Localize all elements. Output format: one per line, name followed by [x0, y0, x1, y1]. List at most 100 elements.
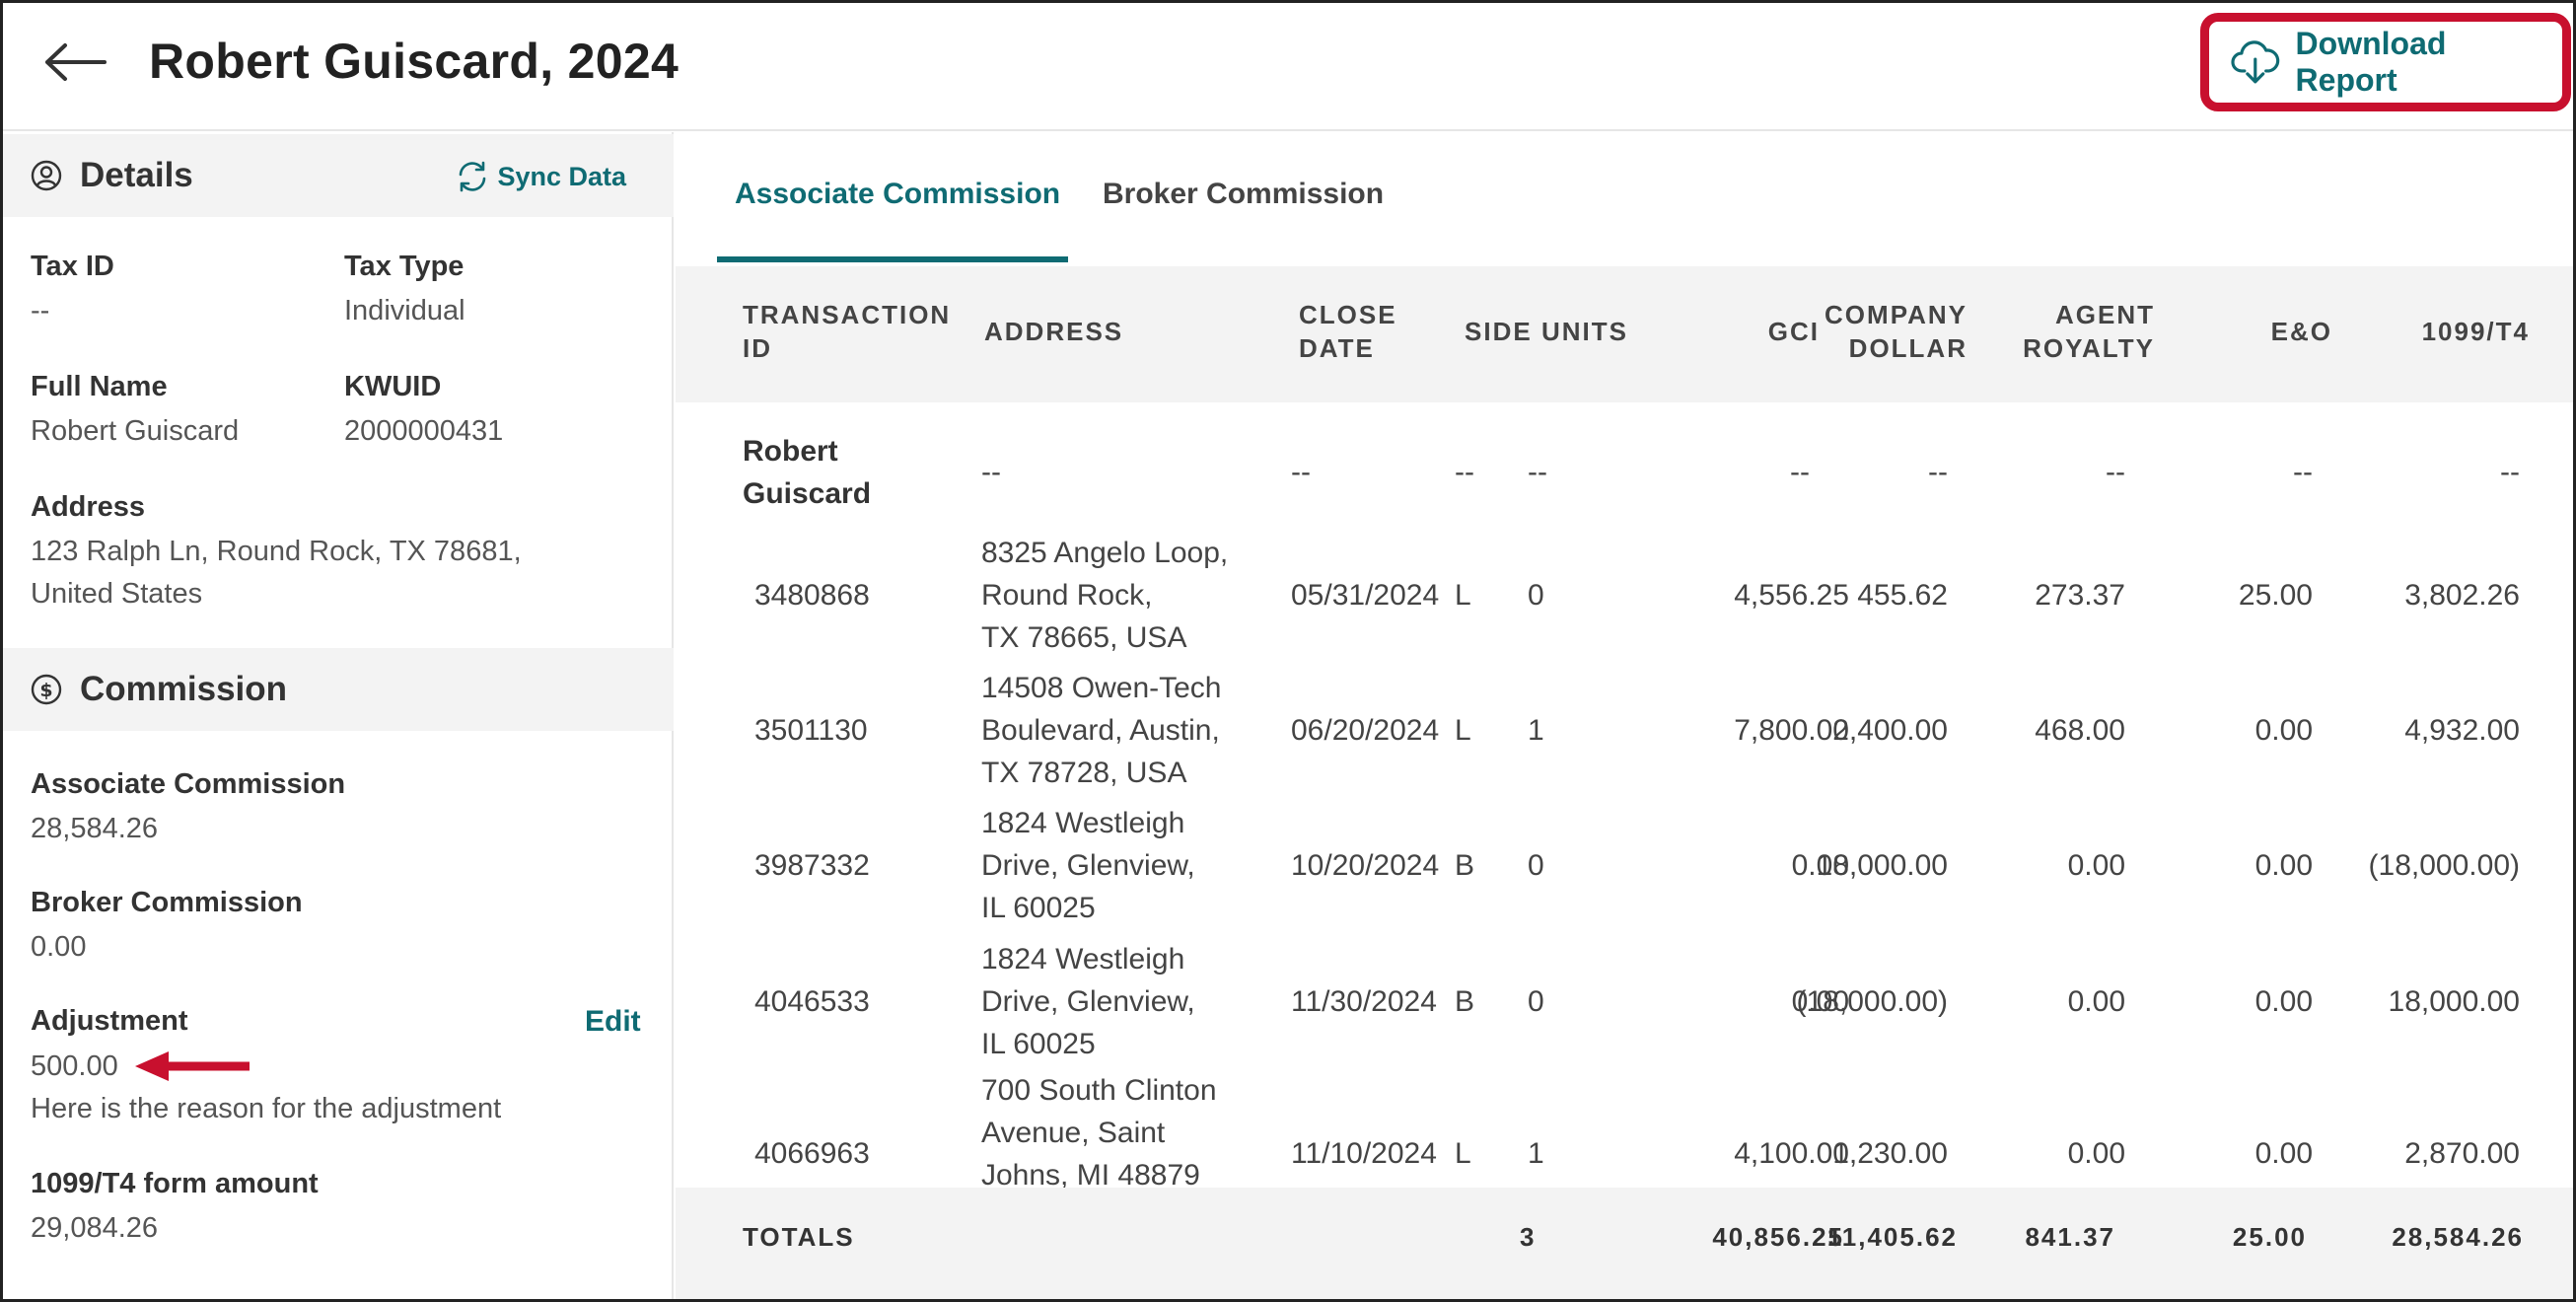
totals-agent-royalty: 841.37 [2025, 1222, 2115, 1252]
col-1099-t4[interactable]: 1099/T4 [2421, 317, 2530, 346]
red-arrow-annotation-icon [135, 1051, 250, 1081]
tax-type-value: Individual [344, 295, 465, 326]
cell-eo: 0.00 [2254, 1137, 2313, 1170]
download-report-label: Download Report [2295, 26, 2447, 98]
arrow-left-icon [45, 43, 107, 81]
tax-type-label: Tax Type [344, 251, 465, 282]
cell-eo: 25.00 [2238, 579, 2313, 612]
cell-company-dollar: 455.62 [1857, 579, 1948, 612]
cell-1099-t4: 3,802.26 [2404, 579, 2520, 612]
agent-gci: -- [1790, 456, 1810, 488]
cell-close-date: 10/20/2024 [1291, 849, 1440, 882]
details-sidebar: Details Sync Data Tax ID -- Tax Type Ind… [3, 132, 674, 1299]
agent-units: -- [1528, 456, 1547, 488]
agent-name-line-2: Guiscard [743, 477, 872, 510]
cell-agent-royalty: 273.37 [2035, 579, 2125, 612]
cell-gci: 7,800.00 [1734, 714, 1849, 747]
cell-units: 0 [1528, 985, 1544, 1018]
agent-close-date: -- [1291, 456, 1311, 488]
address-line-1: 123 Ralph Ln, Round Rock, TX 78681, [31, 536, 522, 567]
form-amount-value: 29,084.26 [31, 1212, 159, 1244]
kwuid-label: KWUID [344, 371, 442, 402]
sync-data-button[interactable]: Sync Data [456, 160, 626, 193]
cell-agent-royalty: 468.00 [2035, 714, 2125, 747]
col-company-dollar[interactable]: COMPANY DOLLAR [1825, 300, 1968, 363]
col-eo[interactable]: E&O [2270, 317, 2332, 346]
cell-units: 1 [1528, 1137, 1544, 1170]
associate-commission-value: 28,584.26 [31, 813, 159, 844]
tab-associate-commission[interactable]: Associate Commission [735, 178, 1061, 210]
cell-gci: 4,556.25 [1734, 579, 1849, 612]
cell-company-dollar: (18,000.00) [1796, 985, 1948, 1018]
user-circle-icon [31, 160, 62, 191]
active-tab-indicator [717, 256, 1068, 262]
agent-address: -- [981, 456, 1001, 488]
cell-address-line-2: Round Rock, [981, 579, 1153, 612]
cell-1099-t4: 4,932.00 [2404, 714, 2520, 747]
cell-gci: 0.00 [1791, 849, 1849, 882]
commission-section-header: $ Commission [3, 648, 674, 731]
tab-broker-commission[interactable]: Broker Commission [1103, 178, 1385, 210]
cell-eo: 0.00 [2254, 849, 2313, 882]
edit-adjustment-link[interactable]: Edit [585, 1005, 641, 1038]
cell-1099-t4: (18,000.00) [2368, 849, 2520, 882]
cell-transaction-id: 4046533 [754, 985, 870, 1018]
cell-address-line-2: Boulevard, Austin, [981, 714, 1220, 747]
col-gci[interactable]: GCI [1767, 317, 1820, 346]
tax-id-value: -- [31, 295, 50, 326]
page-title: Robert Guiscard, 2024 [149, 34, 680, 89]
cell-address-line-3: IL 60025 [981, 1028, 1096, 1060]
col-side[interactable]: SIDE [1465, 317, 1533, 346]
totals-units: 3 [1520, 1222, 1537, 1252]
cell-units: 1 [1528, 714, 1544, 747]
adjustment-value: 500.00 [31, 1050, 118, 1082]
adjustment-reason: Here is the reason for the adjustment [31, 1093, 502, 1124]
cell-1099-t4: 2,870.00 [2404, 1137, 2520, 1170]
agent-eo: -- [2293, 456, 2313, 488]
cell-address-line-3: TX 78665, USA [981, 621, 1187, 654]
agent-company: -- [1928, 456, 1948, 488]
col-close-date[interactable]: CLOSE DATE [1299, 300, 1397, 363]
cell-address-line-1: 700 South Clinton [981, 1074, 1217, 1107]
full-name-value: Robert Guiscard [31, 415, 240, 447]
agent-name-line-1: Robert [743, 435, 838, 468]
totals-1099-t4: 28,584.26 [2392, 1222, 2524, 1252]
sync-icon [460, 161, 486, 192]
cell-1099-t4: 18,000.00 [2388, 985, 2520, 1018]
cell-address-line-2: Drive, Glenview, [981, 985, 1195, 1018]
cell-company-dollar: 1,230.00 [1832, 1137, 1948, 1170]
col-transaction-id[interactable]: TRANSACTION ID [743, 300, 952, 363]
full-name-label: Full Name [31, 371, 168, 402]
cell-address-line-3: IL 60025 [981, 892, 1096, 924]
cell-gci: 4,100.00 [1734, 1137, 1849, 1170]
cell-eo: 0.00 [2254, 714, 2313, 747]
dollar-circle-icon: $ [31, 674, 62, 705]
address-line-2: United States [31, 578, 203, 610]
broker-commission-label: Broker Commission [31, 887, 303, 918]
cell-transaction-id: 3501130 [754, 714, 868, 747]
col-units[interactable]: UNITS [1541, 317, 1628, 346]
sync-data-label: Sync Data [497, 161, 626, 191]
cell-address-line-1: 8325 Angelo Loop, [981, 537, 1229, 569]
back-button[interactable] [40, 33, 109, 92]
col-agent-royalty[interactable]: AGENT ROYALTY [2023, 300, 2155, 363]
kwuid-value: 2000000431 [344, 415, 504, 447]
cell-close-date: 11/30/2024 [1291, 985, 1437, 1018]
col-address[interactable]: ADDRESS [984, 317, 1124, 346]
form-amount-label: 1099/T4 form amount [31, 1168, 319, 1199]
broker-commission-value: 0.00 [31, 931, 87, 963]
totals-eo: 25.00 [2232, 1222, 2307, 1252]
table-header: TRANSACTION ID ADDRESS CLOSE DATE SIDE U… [676, 266, 2573, 402]
totals-row [676, 1188, 2573, 1299]
cell-close-date: 06/20/2024 [1291, 714, 1440, 747]
totals-gci: 40,856.25 [1712, 1222, 1844, 1252]
cell-agent-royalty: 0.00 [2067, 985, 2125, 1018]
agent-royalty: -- [2106, 456, 2125, 488]
cell-company-dollar: 2,400.00 [1832, 714, 1948, 747]
download-report-button[interactable]: Download Report [2217, 26, 2554, 98]
cell-side: B [1455, 985, 1475, 1018]
table-body: Robert Guiscard -- -- -- -- -- -- -- -- … [676, 402, 2573, 1188]
cell-side: L [1455, 714, 1471, 747]
details-section-header: Details Sync Data [3, 134, 674, 217]
commission-heading: Commission [80, 670, 288, 708]
